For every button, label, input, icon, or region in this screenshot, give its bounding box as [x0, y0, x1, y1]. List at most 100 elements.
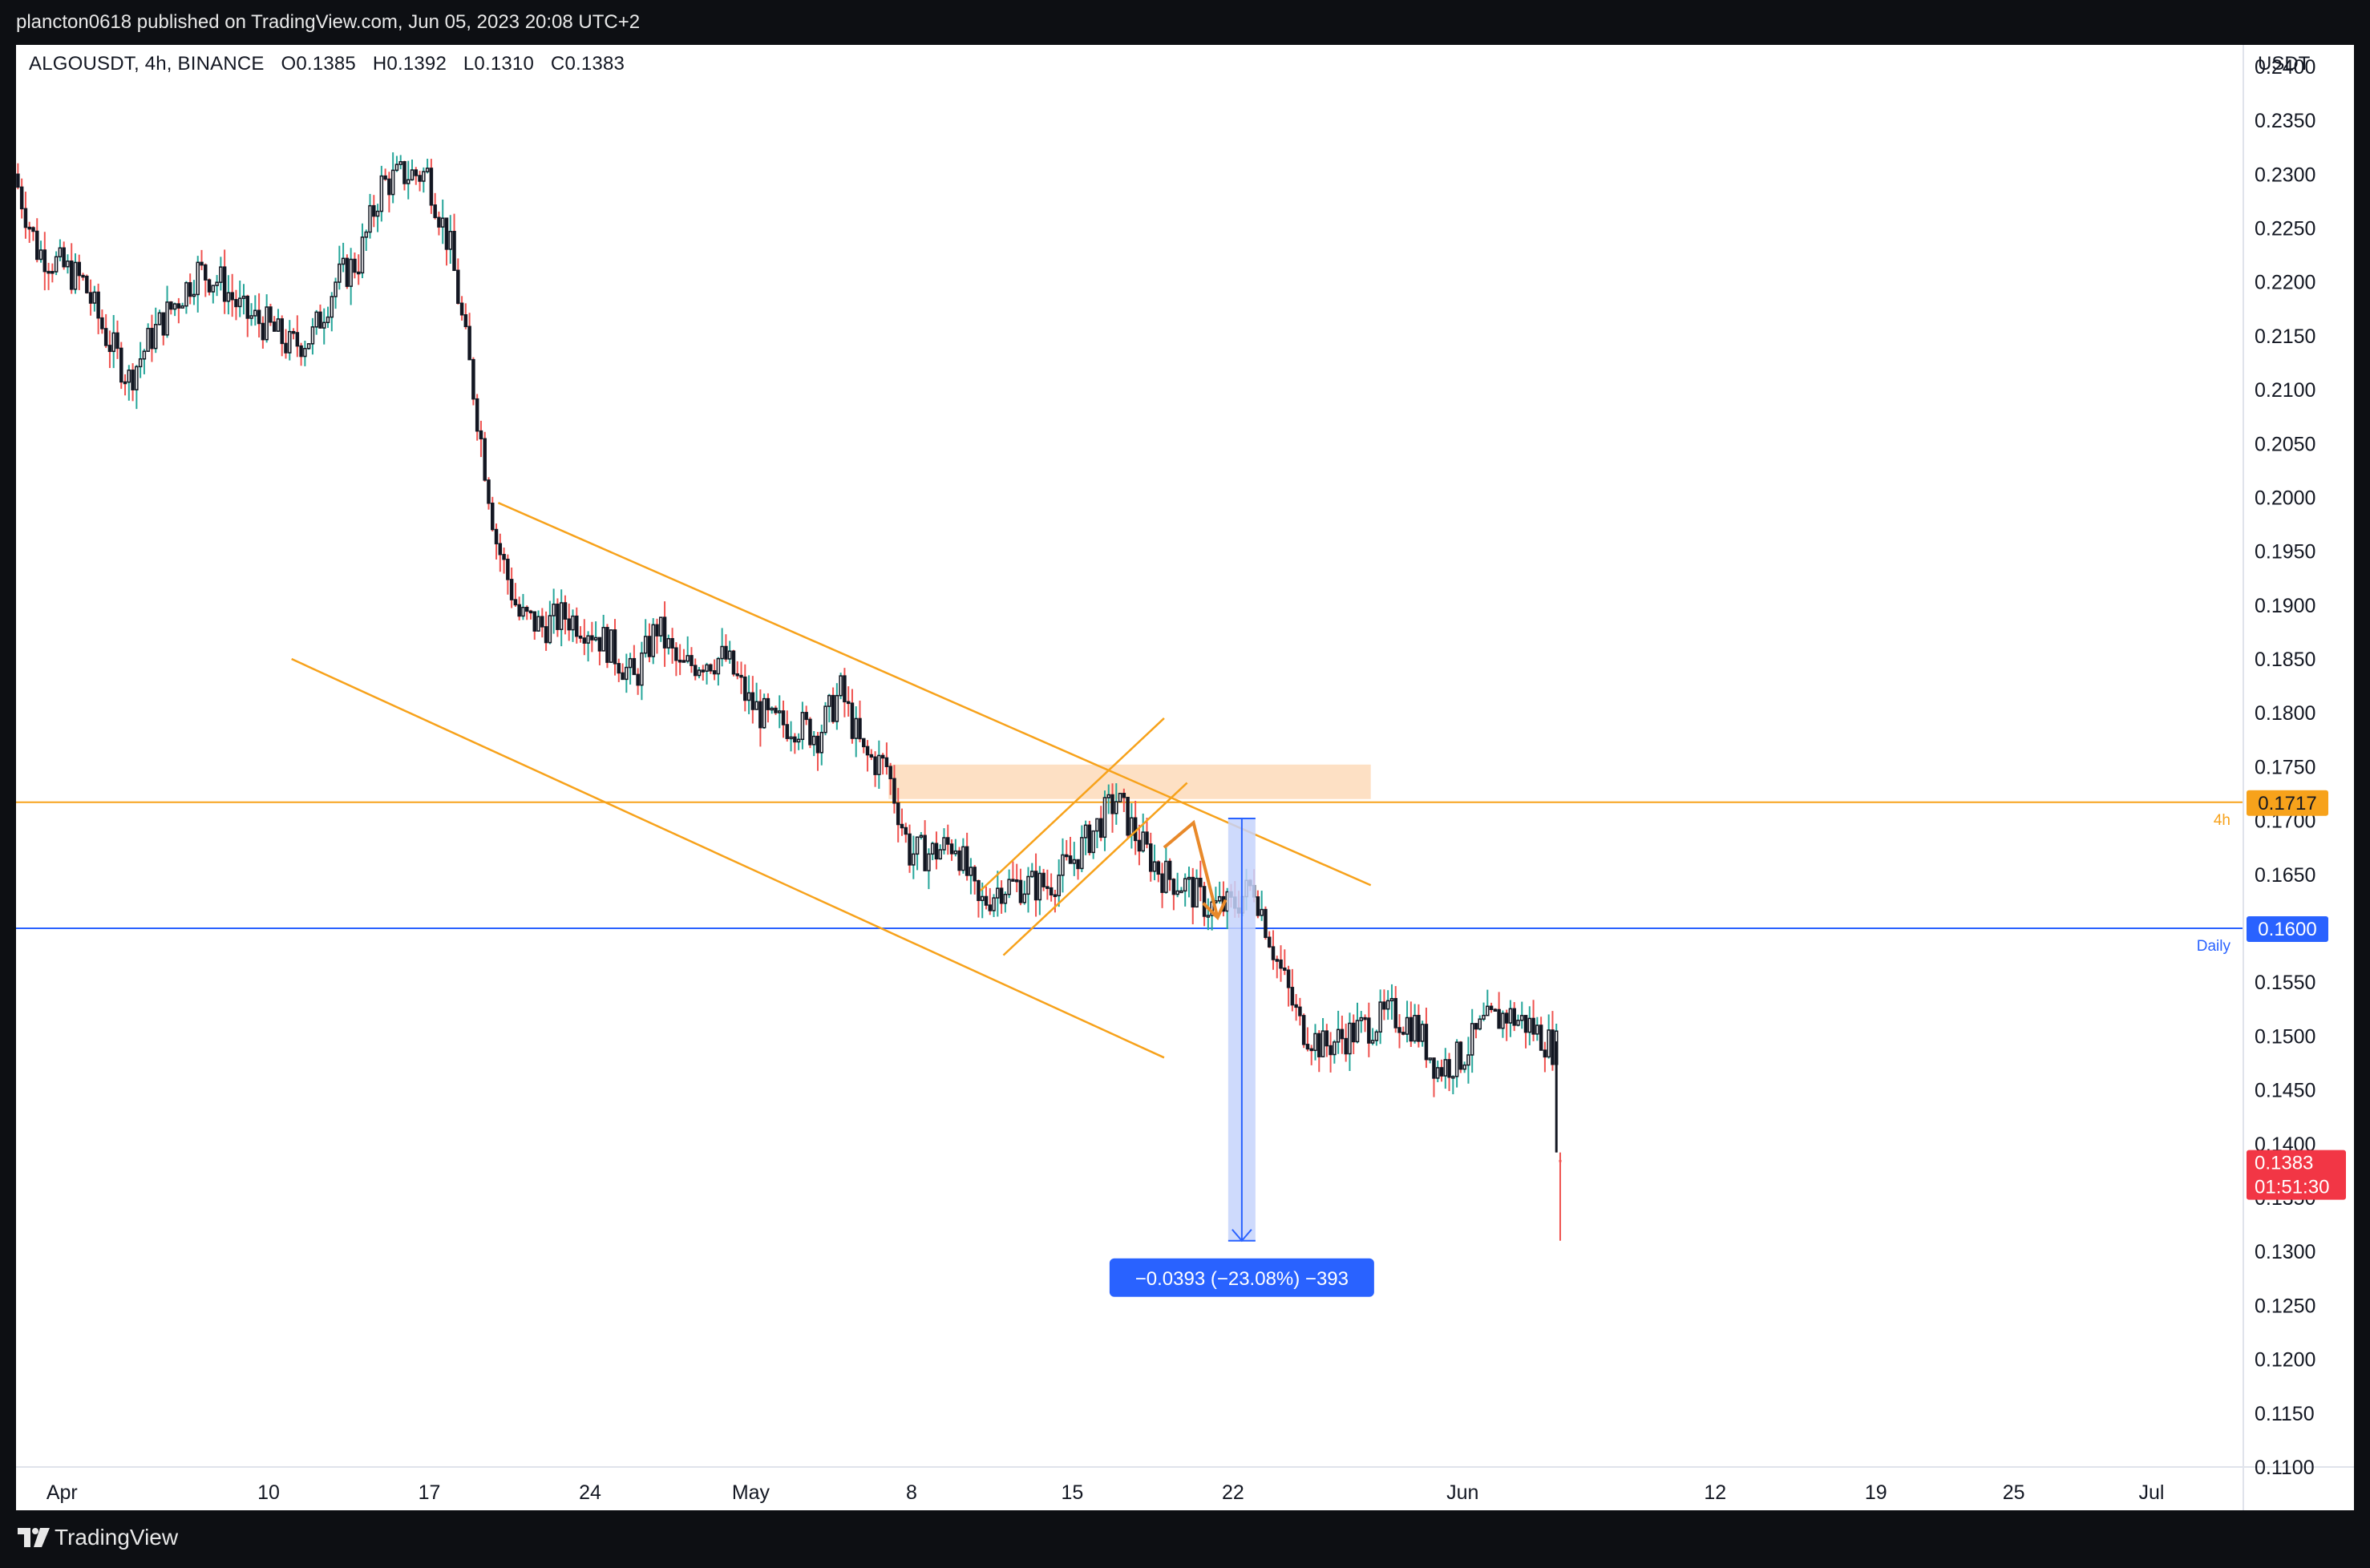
- x-tick-label: Apr: [47, 1481, 78, 1504]
- projection-path[interactable]: [1163, 819, 1219, 919]
- candle-body: [479, 430, 483, 440]
- candle-body: [823, 705, 827, 733]
- candle-body: [330, 296, 334, 318]
- candle-body: [23, 208, 28, 228]
- candle-body: [1022, 893, 1026, 903]
- candle-body: [1130, 817, 1134, 836]
- candle-body: [1126, 796, 1130, 836]
- candle-body: [66, 261, 70, 268]
- candle-body: [1122, 792, 1126, 798]
- candle-body: [16, 173, 20, 188]
- candle-body: [1409, 1016, 1414, 1042]
- candle-body: [735, 673, 739, 677]
- candle-body: [988, 904, 993, 911]
- measure-label: −0.0393 (−23.08%) −393: [1135, 1268, 1349, 1290]
- trendline-3[interactable]: [979, 717, 1165, 891]
- measure-arrowhead: [1232, 1229, 1252, 1243]
- candle-body: [379, 175, 384, 212]
- candle-body: [1195, 877, 1199, 908]
- candle-body: [138, 358, 143, 368]
- candle-body: [778, 710, 782, 713]
- candle-body: [284, 342, 288, 354]
- candle-body: [896, 802, 900, 826]
- tradingview-logo-icon[interactable]: [18, 1526, 50, 1550]
- candle-body: [521, 606, 525, 617]
- candle-body: [142, 350, 147, 360]
- candle-body: [1256, 896, 1260, 916]
- candle-body: [655, 624, 659, 636]
- candle-body: [578, 635, 583, 639]
- candle-body: [1033, 871, 1038, 901]
- candle-body-last: [1559, 1159, 1562, 1162]
- candle-body: [1275, 959, 1280, 962]
- candle-body: [1118, 792, 1122, 802]
- candle-body: [487, 479, 491, 504]
- candle-body: [318, 311, 322, 329]
- trendline-1[interactable]: [497, 502, 1372, 887]
- candle-body: [1298, 1006, 1302, 1016]
- candle-body: [946, 837, 950, 845]
- candle-body: [597, 636, 602, 652]
- publisher-line: plancton0618 published on TradingView.co…: [16, 11, 641, 33]
- candle-body: [280, 318, 284, 345]
- candle-body: [1401, 1032, 1405, 1035]
- candle-body: [394, 164, 399, 172]
- candle-body: [1064, 854, 1069, 858]
- candle-body: [1267, 936, 1272, 948]
- candle-body: [930, 843, 935, 855]
- x-tick-label: 24: [579, 1481, 601, 1504]
- candle-body: [609, 629, 613, 663]
- candle-body: [31, 227, 35, 232]
- candle-body: [1535, 1024, 1539, 1035]
- candle-body: [257, 309, 261, 325]
- candle-body: [651, 624, 655, 657]
- candle-body: [800, 712, 805, 741]
- candle-body: [888, 766, 892, 780]
- legend-symbol: ALGOUSDT, 4h, BINANCE: [29, 53, 265, 75]
- candle-body: [1478, 1018, 1482, 1030]
- candle-body: [1164, 860, 1168, 893]
- candle-body: [498, 543, 503, 556]
- candle-body: [854, 717, 858, 739]
- tradingview-brand[interactable]: TradingView: [55, 1525, 179, 1550]
- trendline-2[interactable]: [291, 657, 1165, 1059]
- candle-body: [750, 692, 755, 710]
- candle-body: [422, 171, 426, 182]
- candle-body: [506, 558, 510, 580]
- candle-body: [1493, 1008, 1498, 1012]
- candle-body: [390, 169, 395, 196]
- candle-body: [402, 161, 406, 184]
- footer-bar: [0, 1510, 2370, 1568]
- candle-body: [1497, 1008, 1501, 1029]
- candle-body: [1397, 1027, 1401, 1033]
- candle-body: [425, 168, 430, 172]
- candle-body: [1187, 876, 1191, 880]
- supply-zone[interactable]: [888, 764, 1371, 799]
- candle-body: [677, 659, 682, 663]
- price-axis-unit[interactable]: USDT: [2258, 53, 2311, 75]
- candle-body: [1156, 861, 1161, 875]
- y-tick-label: 0.1650: [2255, 864, 2315, 887]
- candle-body: [1340, 1028, 1345, 1040]
- candle-body: [107, 345, 112, 353]
- x-tick-label: Jul: [2138, 1481, 2164, 1504]
- candle-body: [62, 247, 66, 268]
- trendline-4[interactable]: [1002, 782, 1188, 956]
- y-tick-label: 0.1200: [2255, 1349, 2315, 1372]
- y-tick-label: 0.2100: [2255, 379, 2315, 402]
- candle-body: [1076, 859, 1080, 870]
- candle-body: [766, 697, 770, 710]
- candle-body: [314, 311, 318, 328]
- candle-body: [1344, 1037, 1348, 1055]
- candle-body: [1424, 1024, 1429, 1061]
- x-tick-label: 10: [257, 1481, 280, 1504]
- candle-body: [1175, 890, 1179, 895]
- x-tick-label: 19: [1865, 1481, 1887, 1504]
- candle-body: [265, 306, 269, 341]
- candle-body: [92, 291, 97, 304]
- candle-body: [85, 275, 89, 293]
- candle-body: [880, 754, 885, 759]
- candle-body: [969, 867, 973, 876]
- candle-body: [196, 261, 200, 296]
